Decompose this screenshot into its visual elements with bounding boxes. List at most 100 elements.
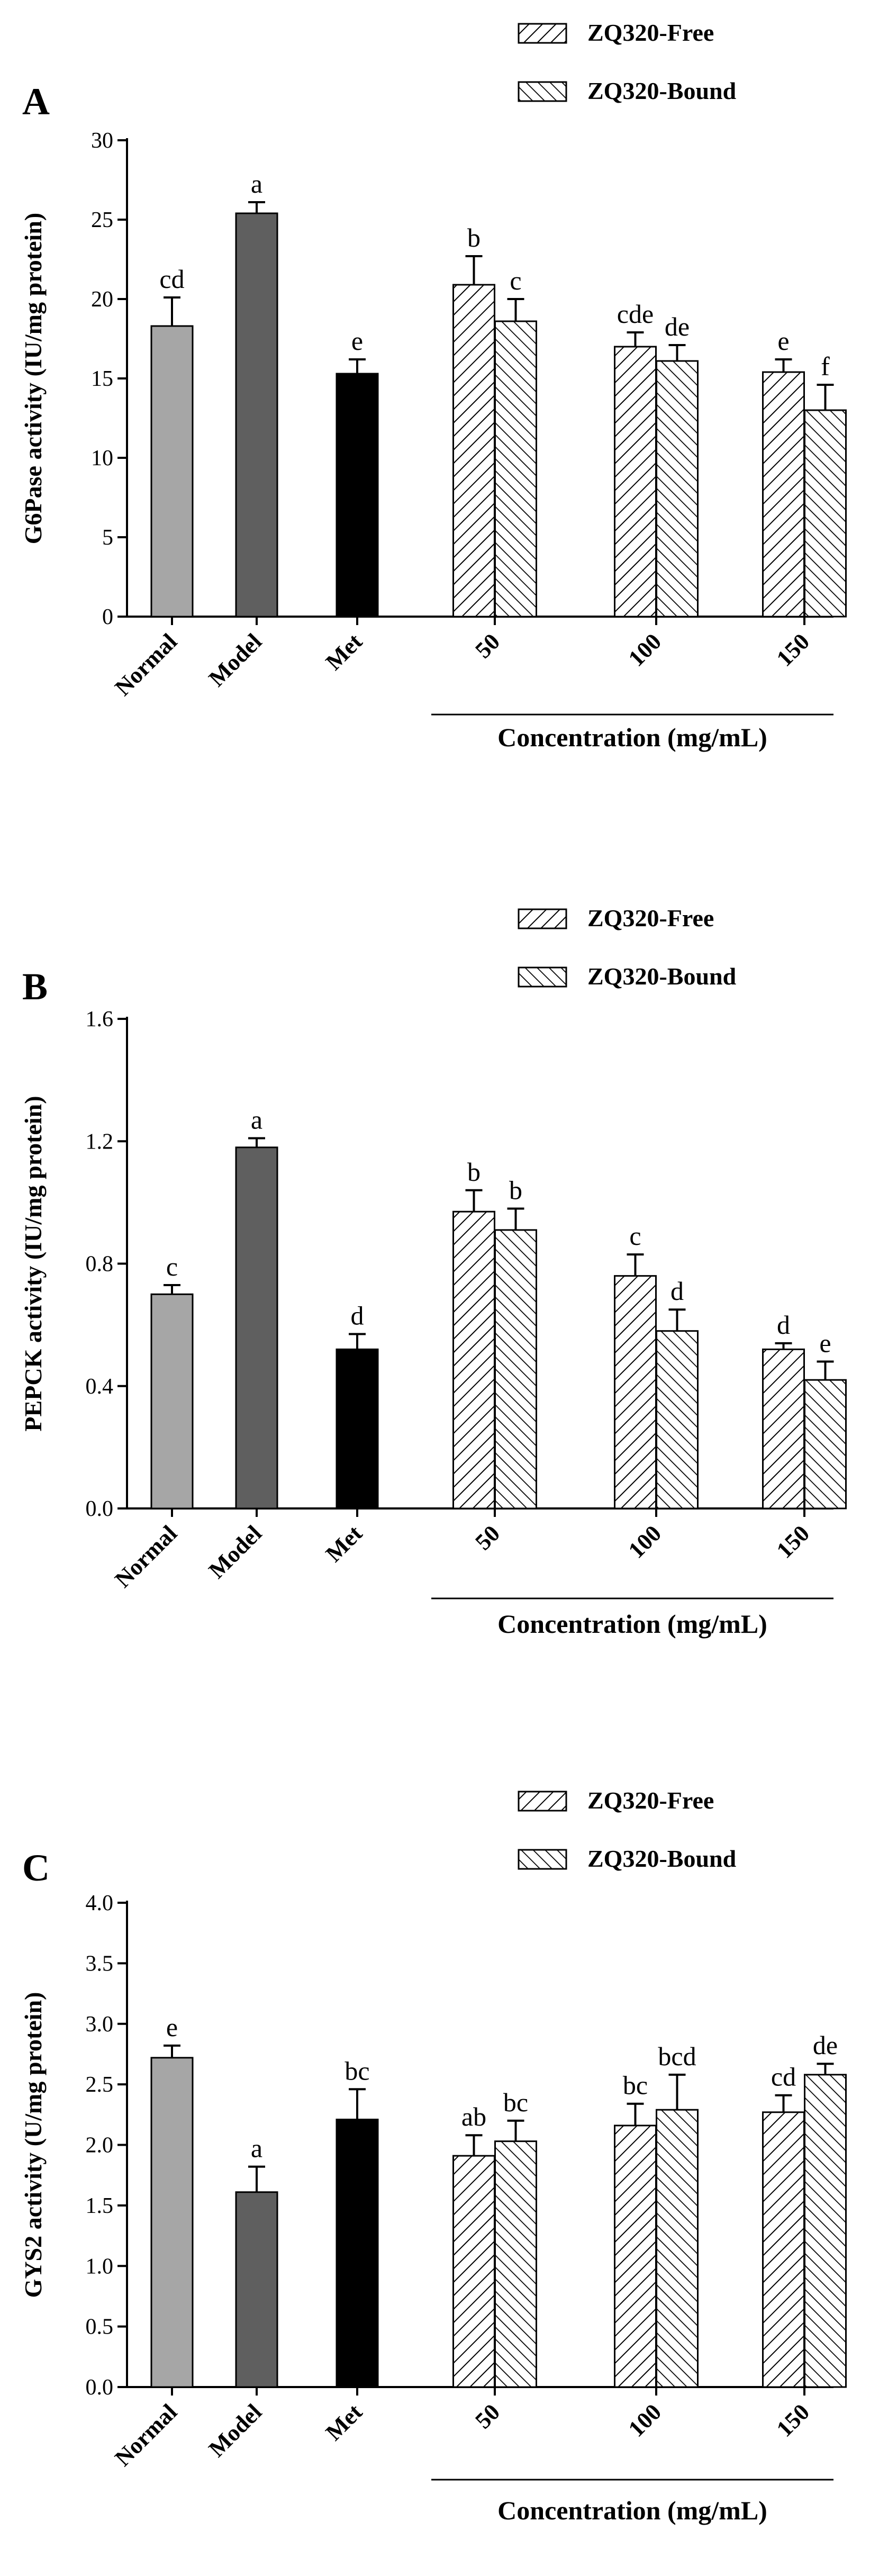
y-axis-title: G6Pase activity (IU/mg protein) xyxy=(20,213,47,544)
significance-letter: bc xyxy=(503,2087,528,2117)
x-tick-label: Normal xyxy=(110,2399,182,2471)
significance-letter: cd xyxy=(159,264,184,294)
x-tick-label: 50 xyxy=(470,1520,505,1555)
significance-letter: e xyxy=(777,326,789,356)
y-tick-label: 10 xyxy=(91,446,113,471)
bar-free-50 xyxy=(452,1210,495,1510)
x-tick-label: Met xyxy=(321,628,367,675)
y-tick-label: 3.5 xyxy=(86,1951,114,1976)
bar-bound-150 xyxy=(804,2074,847,2388)
y-tick-label: 1.6 xyxy=(86,1007,114,1032)
x-tick-label: Model xyxy=(204,628,267,691)
y-tick-label: 3.0 xyxy=(86,2012,114,2037)
significance-letter: cde xyxy=(617,299,654,329)
y-tick-label: 0.0 xyxy=(86,2375,114,2400)
x-tick-label: 50 xyxy=(470,628,505,663)
significance-letter: d xyxy=(777,1310,790,1340)
panel-label: A xyxy=(22,80,50,123)
significance-letter: bcd xyxy=(658,2041,696,2071)
y-tick-label: 5 xyxy=(102,526,113,550)
bar-free-50 xyxy=(452,2155,495,2388)
significance-letter: e xyxy=(819,1328,831,1358)
x-tick-label: Met xyxy=(321,1520,367,1567)
legend-swatch-bound xyxy=(518,81,567,102)
y-tick-label: 25 xyxy=(91,208,113,232)
bar-bound-50 xyxy=(494,1229,537,1510)
bar-bound-150 xyxy=(804,1379,847,1510)
bar-free-150 xyxy=(762,371,805,618)
significance-letter: f xyxy=(821,351,830,381)
x-tick-label: 100 xyxy=(623,2399,666,2442)
bar-normal xyxy=(150,1293,194,1510)
x-tick-label: 100 xyxy=(623,1520,666,1563)
bar-bound-100 xyxy=(656,360,699,618)
legend-swatch-bound xyxy=(518,1849,567,1870)
bar-free-100 xyxy=(614,346,657,618)
x-axis-title: Concentration (mg/mL) xyxy=(497,722,767,752)
bar-bound-150 xyxy=(804,409,847,618)
y-axis-title: PEPCK activity (IU/mg protein) xyxy=(20,1096,47,1431)
legend-swatch-bound xyxy=(518,966,567,988)
significance-letter: d xyxy=(670,1276,684,1306)
bar-free-100 xyxy=(614,1275,657,1510)
significance-letter: ab xyxy=(461,2102,486,2131)
bar-free-150 xyxy=(762,2111,805,2388)
x-tick-label: 50 xyxy=(470,2399,505,2434)
legend-label-bound: ZQ320-Bound xyxy=(587,77,737,104)
y-tick-label: 2.5 xyxy=(86,2073,114,2097)
bar-model xyxy=(235,2191,278,2388)
significance-letter: bc xyxy=(623,2071,648,2100)
x-axis-title: Concentration (mg/mL) xyxy=(497,2496,767,2525)
x-tick-label: 150 xyxy=(772,1520,814,1563)
legend-label-bound: ZQ320-Bound xyxy=(587,1845,737,1872)
y-tick-label: 2.0 xyxy=(86,2134,114,2158)
legend-label-free: ZQ320-Free xyxy=(587,1787,714,1814)
y-tick-label: 1.5 xyxy=(86,2194,114,2218)
panel-label: B xyxy=(22,965,48,1008)
x-tick-label: Normal xyxy=(110,628,182,701)
x-tick-label: Model xyxy=(204,2399,267,2462)
significance-letter: cd xyxy=(771,2062,796,2092)
bar-free-150 xyxy=(762,1348,805,1510)
y-tick-label: 1.2 xyxy=(86,1129,114,1154)
legend-swatch-free xyxy=(518,1791,567,1812)
y-tick-label: 0 xyxy=(102,605,113,629)
x-tick-label: 150 xyxy=(772,2399,814,2442)
significance-letter: e xyxy=(351,326,363,356)
significance-letter: e xyxy=(166,2012,178,2042)
x-tick-label: Model xyxy=(204,1520,267,1583)
bar-normal xyxy=(150,325,194,618)
y-tick-label: 0.4 xyxy=(86,1375,114,1399)
bar-bound-50 xyxy=(494,320,537,618)
significance-letter: c xyxy=(510,266,521,295)
significance-letter: b xyxy=(509,1175,522,1205)
significance-letter: c xyxy=(629,1221,641,1251)
y-axis-title: GYS2 activity (U/mg protein) xyxy=(20,1992,47,2298)
panel-label: C xyxy=(22,1847,50,1889)
significance-letter: de xyxy=(813,2030,838,2060)
legend-swatch-free xyxy=(518,23,567,44)
bar-model xyxy=(235,212,278,618)
bar-free-100 xyxy=(614,2125,657,2388)
x-tick-label: Normal xyxy=(110,1520,182,1593)
significance-letter: b xyxy=(467,223,481,252)
bar-normal xyxy=(150,2057,194,2388)
bar-met xyxy=(336,2118,379,2388)
x-axis-title: Concentration (mg/mL) xyxy=(497,1609,767,1639)
significance-letter: a xyxy=(251,2134,262,2163)
legend-label-bound: ZQ320-Bound xyxy=(587,963,737,990)
bar-met xyxy=(336,1348,379,1510)
x-tick-label: 150 xyxy=(772,628,814,671)
bar-free-50 xyxy=(452,284,495,618)
y-tick-label: 0.8 xyxy=(86,1252,114,1277)
bar-model xyxy=(235,1146,278,1510)
significance-letter: bc xyxy=(345,2056,369,2085)
x-tick-label: Met xyxy=(321,2399,367,2445)
significance-letter: d xyxy=(351,1300,364,1330)
y-tick-label: 0.0 xyxy=(86,1497,114,1521)
y-tick-label: 30 xyxy=(91,129,113,153)
y-tick-label: 4.0 xyxy=(86,1891,114,1915)
bar-bound-100 xyxy=(656,2109,699,2388)
y-tick-label: 0.5 xyxy=(86,2315,114,2339)
